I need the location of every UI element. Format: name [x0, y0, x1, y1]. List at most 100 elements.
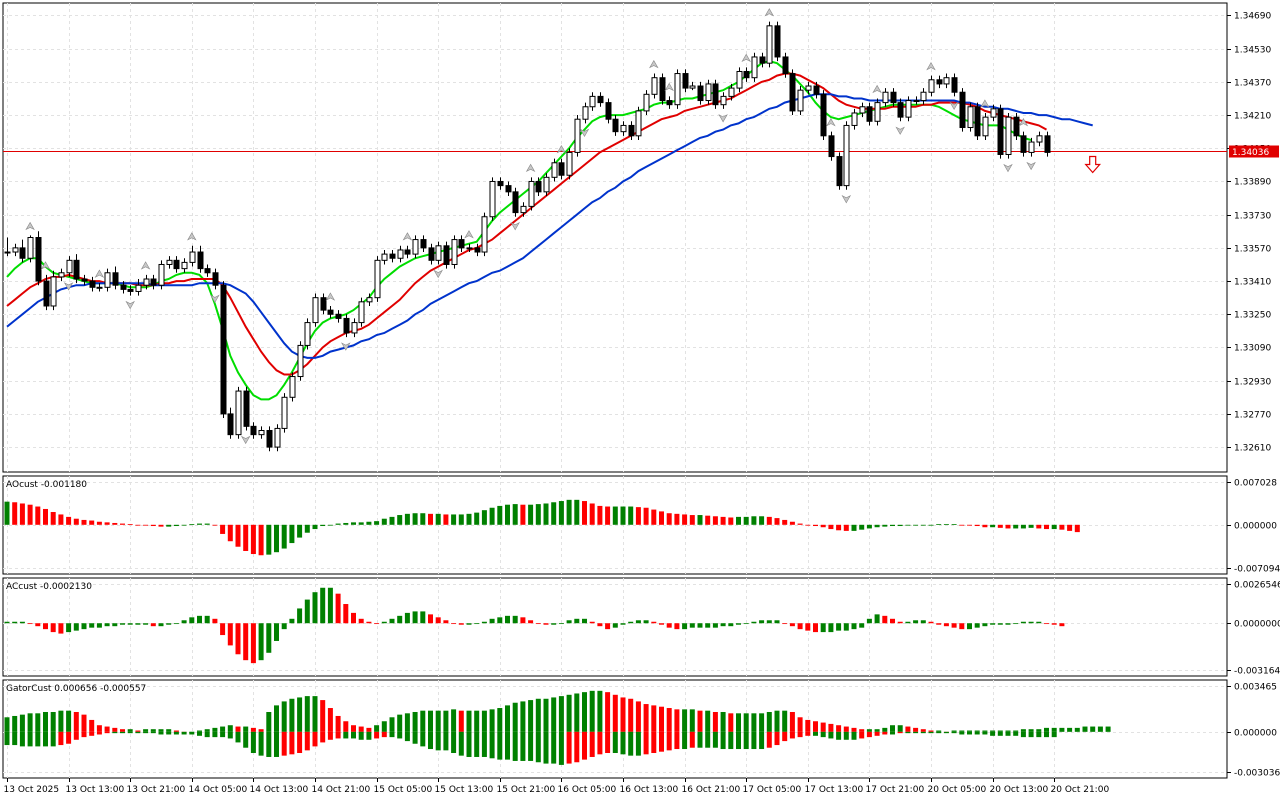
candle[interactable] [289, 372, 296, 402]
candle[interactable] [50, 270, 57, 311]
candle[interactable] [828, 131, 835, 161]
candle[interactable] [566, 148, 573, 180]
candle[interactable] [720, 92, 727, 109]
candle[interactable] [428, 243, 435, 265]
candle[interactable] [274, 424, 281, 452]
candle[interactable] [1005, 112, 1012, 159]
candle[interactable] [466, 243, 473, 253]
candle[interactable] [643, 90, 650, 116]
candle[interactable] [666, 96, 673, 109]
candle[interactable] [712, 79, 719, 109]
candle[interactable] [728, 83, 735, 101]
candle[interactable] [813, 81, 820, 99]
candle[interactable] [943, 73, 950, 89]
candle[interactable] [135, 279, 142, 296]
candle[interactable] [882, 88, 889, 107]
candle[interactable] [397, 245, 404, 263]
candle[interactable] [443, 241, 450, 269]
candle[interactable] [751, 52, 758, 82]
candle[interactable] [366, 293, 373, 306]
candle[interactable] [897, 98, 904, 122]
candle[interactable] [489, 177, 496, 221]
candle[interactable] [189, 245, 196, 267]
candle[interactable] [81, 274, 88, 286]
candle[interactable] [505, 181, 512, 196]
candle[interactable] [66, 256, 73, 277]
candle[interactable] [982, 112, 989, 140]
candle[interactable] [951, 73, 958, 97]
candle[interactable] [281, 393, 288, 433]
candle[interactable] [197, 245, 204, 273]
candle[interactable] [920, 88, 927, 105]
candle[interactable] [859, 102, 866, 118]
candle[interactable] [620, 121, 627, 136]
candle[interactable] [227, 407, 234, 439]
candle[interactable] [420, 235, 427, 253]
candle[interactable] [150, 274, 157, 290]
candle[interactable] [967, 102, 974, 132]
candle[interactable] [404, 245, 411, 259]
candle[interactable] [659, 73, 666, 105]
candle[interactable] [204, 264, 211, 277]
candle[interactable] [327, 305, 334, 319]
candle[interactable] [43, 274, 50, 311]
candle[interactable] [181, 258, 188, 273]
candle[interactable] [558, 158, 565, 180]
candle[interactable] [990, 104, 997, 122]
candle[interactable] [19, 239, 26, 263]
candle[interactable] [936, 75, 943, 89]
candle[interactable] [435, 241, 442, 265]
candle[interactable] [543, 173, 550, 196]
candle[interactable] [58, 268, 65, 282]
candle[interactable] [551, 158, 558, 182]
candle[interactable] [266, 426, 273, 452]
candle[interactable] [120, 281, 127, 294]
candle[interactable] [628, 121, 635, 140]
candle[interactable] [797, 86, 804, 116]
candle[interactable] [851, 108, 858, 130]
candle[interactable] [143, 274, 150, 290]
indicator-pane[interactable]: 0.007028 0.000000 -0.007094 AOcust -0.00118… [2, 475, 1280, 575]
candle[interactable] [520, 202, 527, 217]
candle[interactable] [874, 98, 881, 126]
candle[interactable] [774, 21, 781, 62]
candle[interactable] [589, 92, 596, 111]
candle[interactable] [12, 243, 19, 257]
indicator-pane[interactable]: 0.0026546 0.0000000 -0.0031645 ACcust -0.00… [2, 577, 1280, 677]
candle[interactable] [243, 386, 250, 431]
candle[interactable] [358, 297, 365, 327]
candle[interactable] [474, 243, 481, 257]
candle[interactable] [651, 73, 658, 99]
candle[interactable] [974, 102, 981, 140]
candle[interactable] [212, 268, 219, 290]
candle[interactable] [782, 52, 789, 78]
candle[interactable] [412, 235, 419, 259]
candle[interactable] [597, 92, 604, 107]
candle[interactable] [682, 69, 689, 93]
candle[interactable] [451, 235, 458, 269]
candle[interactable] [890, 88, 897, 107]
price-pane[interactable]: 1.346901.345301.343701.342101.340501.338… [3, 3, 1279, 473]
candle[interactable] [582, 102, 589, 124]
candle[interactable] [458, 235, 465, 253]
candle[interactable] [96, 283, 103, 292]
candle[interactable] [343, 314, 350, 338]
candle[interactable] [743, 67, 750, 82]
candle[interactable] [27, 235, 34, 263]
candle[interactable] [381, 249, 388, 265]
candle[interactable] [612, 115, 619, 136]
candle[interactable] [166, 256, 173, 269]
candle[interactable] [697, 81, 704, 105]
candle[interactable] [820, 90, 827, 140]
candle[interactable] [320, 293, 327, 315]
candle[interactable] [389, 249, 396, 263]
candle[interactable] [235, 386, 242, 439]
candle[interactable] [605, 98, 612, 124]
candle[interactable] [220, 281, 227, 419]
indicator-pane[interactable]: 0.003465 0.000000 -0.003036 GatorCust 0.000… [2, 679, 1280, 779]
candle[interactable] [1020, 131, 1027, 157]
candle[interactable] [512, 187, 519, 217]
candle[interactable] [1028, 137, 1035, 157]
candle[interactable] [705, 79, 712, 105]
